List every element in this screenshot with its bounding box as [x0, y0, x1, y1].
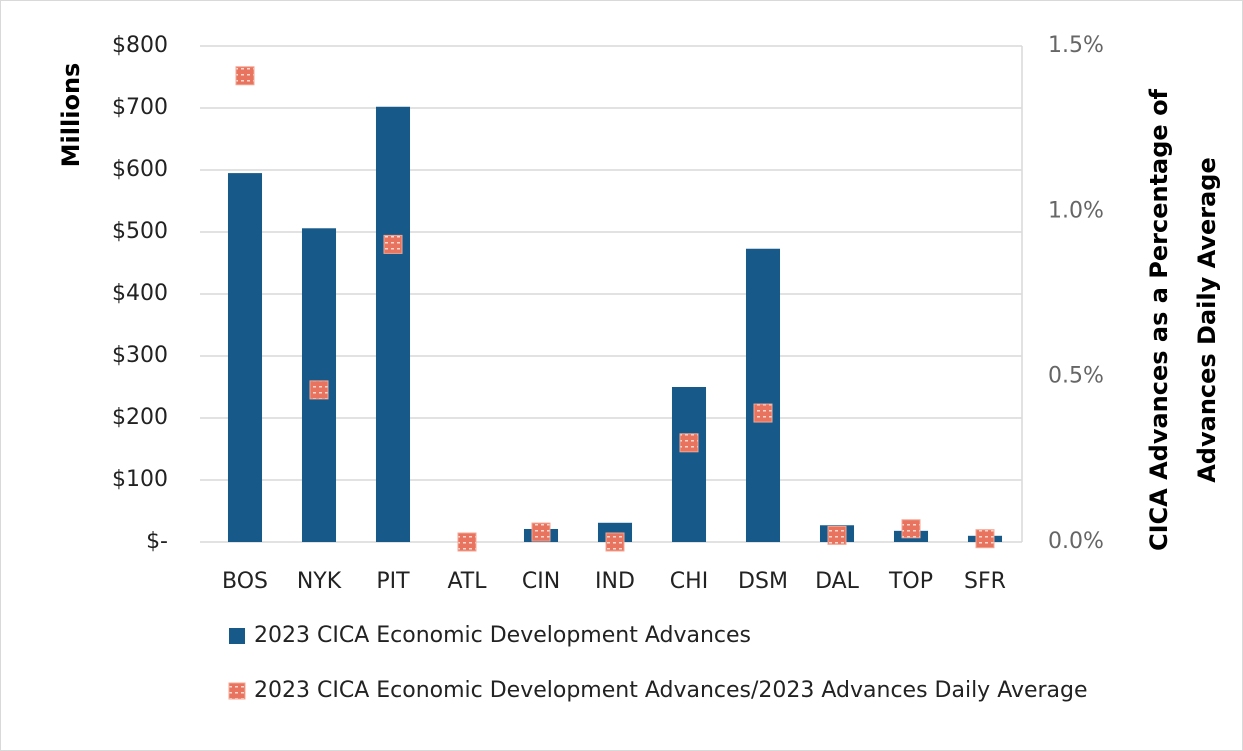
x-tick-label: CIN — [522, 569, 560, 594]
marker — [753, 403, 773, 423]
x-tick-label: BOS — [222, 569, 268, 594]
bar — [375, 106, 411, 542]
y2-axis-label: CICA Advances as a Percentage of — [1145, 88, 1173, 551]
x-tick-label: IND — [595, 569, 635, 594]
y-tick-label: $400 — [112, 281, 168, 306]
marker — [309, 380, 329, 400]
marker — [457, 532, 477, 552]
y-tick-label: $500 — [112, 219, 168, 244]
x-tick-label: DSM — [738, 569, 788, 594]
y-tick-label: $700 — [112, 95, 168, 120]
y-tick-label: $600 — [112, 157, 168, 182]
marker — [235, 66, 255, 86]
y-tick-label: $- — [146, 529, 168, 554]
x-tick-label: NYK — [297, 569, 342, 594]
x-tick-label: TOP — [888, 569, 933, 594]
x-tick-label: CHI — [670, 569, 708, 594]
marker — [975, 529, 995, 549]
legend-swatch — [228, 682, 246, 700]
y-tick-label: $800 — [112, 33, 168, 58]
y2-tick-label: 1.5% — [1048, 33, 1104, 58]
legend-label: 2023 CICA Economic Development Advances/… — [254, 678, 1088, 703]
legend-swatch — [229, 628, 245, 644]
y2-tick-label: 0.5% — [1048, 364, 1104, 389]
marker — [827, 525, 847, 545]
y-tick-label: $200 — [112, 405, 168, 430]
x-tick-label: PIT — [376, 569, 410, 594]
bar — [227, 173, 263, 542]
marker — [605, 532, 625, 552]
y-axis-label: Millions — [57, 63, 85, 168]
x-tick-label: SFR — [964, 569, 1006, 594]
marker — [901, 519, 921, 539]
x-tick-label: ATL — [447, 569, 487, 594]
y2-tick-label: 0.0% — [1048, 529, 1104, 554]
y2-tick-label: 1.0% — [1048, 198, 1104, 223]
y2-axis-label: Advances Daily Average — [1193, 157, 1221, 483]
bar — [745, 248, 781, 543]
y-tick-label: $300 — [112, 343, 168, 368]
marker — [679, 433, 699, 453]
marker — [531, 522, 551, 542]
x-tick-label: DAL — [815, 569, 860, 594]
y-tick-label: $100 — [112, 467, 168, 492]
marker — [383, 234, 403, 254]
bar — [671, 387, 707, 542]
legend-label: 2023 CICA Economic Development Advances — [254, 623, 751, 648]
